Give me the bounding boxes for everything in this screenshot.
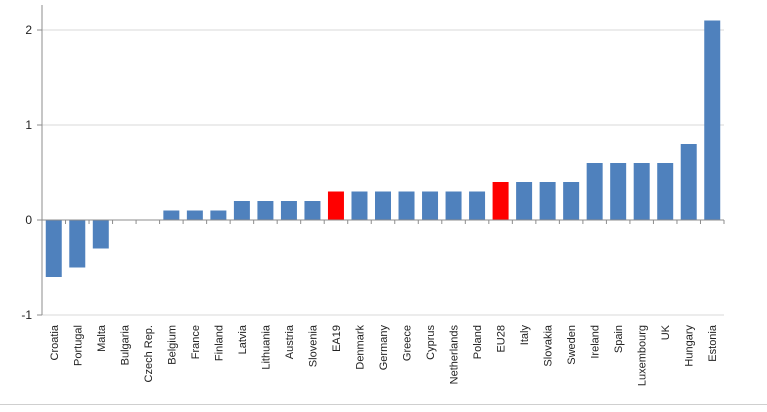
bar-cyprus [422, 191, 439, 220]
bar-france [186, 210, 203, 220]
bar-malta [92, 220, 109, 249]
category-label: Czech Rep. [143, 325, 155, 382]
bar-ea19 [327, 191, 344, 220]
category-label: Slovenia [307, 324, 319, 367]
bar-lithuania [257, 201, 274, 220]
category-label: Cyprus [425, 325, 437, 360]
category-label: UK [660, 324, 672, 340]
category-label: Ireland [590, 325, 602, 359]
category-label: Austria [284, 324, 296, 359]
category-label: Netherlands [449, 325, 461, 385]
category-label: Slovakia [543, 324, 555, 366]
category-labels: Croatia Portugal Malta Bulgaria Czech Rep. Be… [49, 324, 719, 386]
category-label: Croatia [49, 324, 61, 360]
category-label: France [190, 325, 202, 359]
category-label: Poland [472, 325, 484, 359]
category-label: Lithuania [260, 324, 272, 370]
category-label: EU28 [496, 325, 508, 353]
category-label: Belgium [166, 325, 178, 365]
category-label: EA19 [331, 325, 343, 352]
bar-latvia [233, 201, 250, 220]
bar-belgium [163, 210, 180, 220]
bar-slovakia [539, 182, 556, 220]
bar-hungary [680, 144, 697, 220]
bar-austria [280, 201, 297, 220]
y-tick-label: 0 [25, 213, 32, 227]
category-label: Finland [213, 325, 225, 361]
category-label: Spain [613, 325, 625, 353]
category-label: Italy [519, 325, 531, 346]
bar-portugal [69, 220, 86, 268]
y-tick-labels: -1 0 1 2 [21, 23, 32, 322]
category-label: Sweden [566, 325, 578, 365]
category-label: Hungary [684, 325, 696, 367]
category-label: Denmark [354, 325, 366, 370]
bars [45, 20, 721, 277]
bar-italy [516, 182, 533, 220]
category-label: Portugal [72, 325, 84, 366]
category-label: Estonia [707, 324, 719, 362]
bar-estonia [704, 20, 721, 220]
category-label: Greece [402, 325, 414, 361]
bar-spain [610, 163, 627, 220]
category-label: Bulgaria [119, 324, 131, 365]
bar-croatia [45, 220, 62, 277]
bar-luxembourg [633, 163, 650, 220]
bar-poland [469, 191, 486, 220]
bar-eu28 [492, 182, 509, 220]
y-tick-label: -1 [21, 308, 32, 322]
bar-uk [657, 163, 674, 220]
category-label: Latvia [237, 324, 249, 354]
bar-denmark [351, 191, 368, 220]
bar-germany [375, 191, 391, 220]
category-label: Malta [96, 324, 108, 352]
bar-netherlands [445, 191, 462, 220]
bar-finland [210, 210, 227, 220]
axes [37, 5, 725, 316]
bar-slovenia [304, 201, 321, 220]
category-label: Luxembourg [637, 325, 649, 386]
bar-sweden [563, 182, 580, 220]
y-tick-label: 1 [25, 118, 32, 132]
bottom-divider [0, 404, 767, 405]
bar-ireland [586, 163, 603, 220]
category-label: Germany [378, 325, 390, 371]
bar-greece [398, 191, 415, 220]
y-tick-label: 2 [25, 23, 32, 37]
